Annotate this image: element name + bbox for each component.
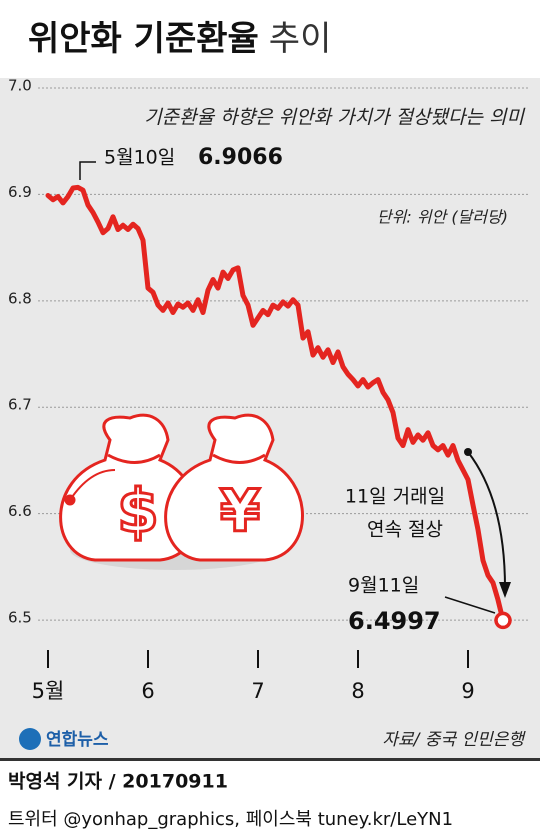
y-tick-label: 6.8: [8, 289, 32, 307]
logo-icon: [19, 728, 41, 750]
end-marker: [494, 611, 512, 630]
data-label: 6.4997: [348, 607, 441, 635]
x-tick-label: 7: [251, 679, 264, 703]
arrow: [467, 451, 506, 589]
leader-line: [444, 596, 496, 614]
arrow-head: [499, 582, 511, 598]
plot-background: [0, 78, 540, 758]
money-bags: [59, 413, 304, 570]
x-tick-label: 6: [141, 679, 154, 703]
social: 트위터 @yonhap_graphics, 페이스북 tuney.kr/LeYN…: [8, 809, 453, 830]
annotation: 11일 거래일: [345, 486, 445, 508]
annotation: 연속 절상: [367, 519, 443, 541]
y-tick-label: 7.0: [8, 77, 32, 95]
byline: 박영석 기자 / 20170911: [8, 771, 228, 793]
subtitle: 기준환율 하향은 위안화 가치가 절상됐다는 의미: [144, 107, 525, 129]
line: [45, 184, 506, 623]
y-tick-label: 6.5: [8, 609, 32, 627]
yuan-icon: ¥: [220, 477, 260, 545]
source: 자료/ 중국 인민은행: [382, 730, 526, 750]
x-tick-label: 9: [461, 679, 474, 703]
data-label: 6.9066: [198, 145, 283, 170]
x-tick-label: 8: [351, 679, 364, 703]
y-tick-label: 6.9: [8, 183, 32, 201]
unit-label: 단위: 위안 (달러당): [377, 208, 508, 227]
logo: 연합뉴스: [46, 729, 109, 750]
end-date: 9월11일: [348, 575, 419, 597]
leader-line: [79, 161, 96, 180]
y-tick-label: 6.6: [8, 502, 32, 520]
separator: [0, 758, 540, 761]
x-tick-label: 5월: [32, 679, 65, 703]
dollar-icon: $: [117, 477, 159, 547]
y-tick-label: 6.7: [8, 396, 32, 414]
title-suffix: 추이: [269, 19, 332, 59]
chart-title: 위안화 기준환율 추이: [28, 19, 331, 59]
peak-date: 5월10일: [104, 147, 175, 169]
title-main: 위안화 기준환율: [28, 19, 259, 59]
